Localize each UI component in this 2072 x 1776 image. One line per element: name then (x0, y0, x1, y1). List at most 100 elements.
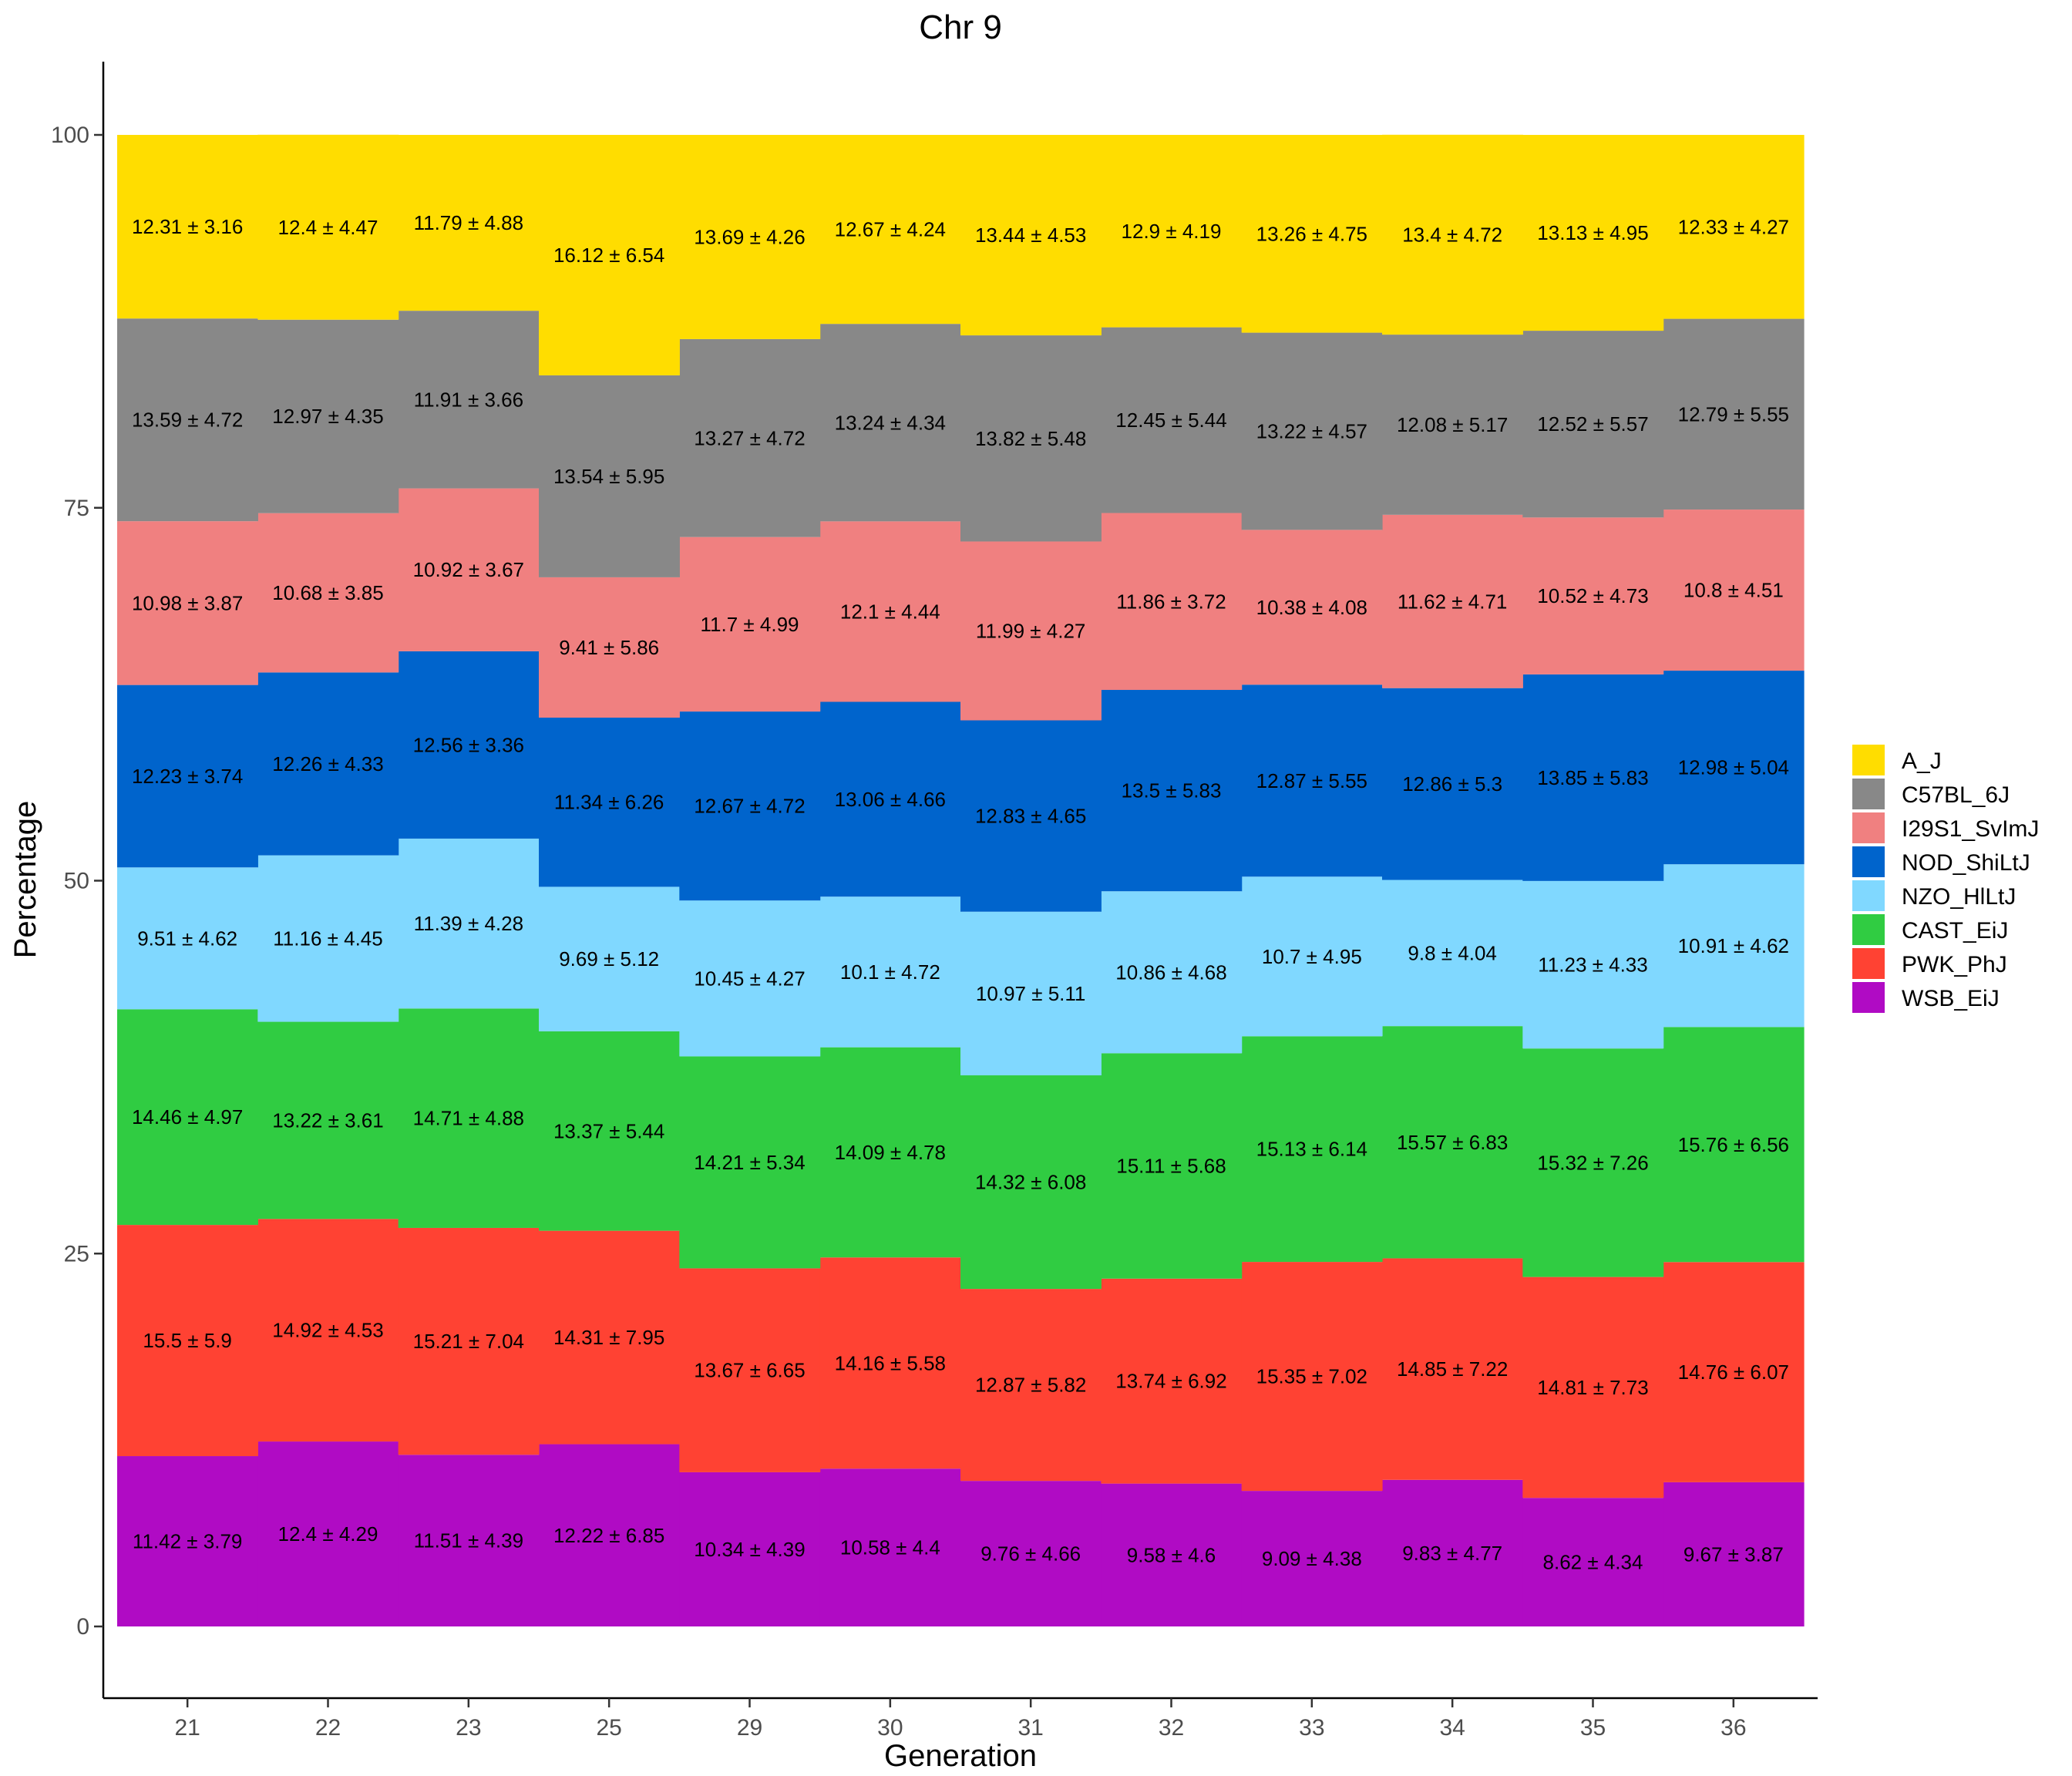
data-label: 15.11 ± 5.68 (1116, 1155, 1226, 1178)
band-a-j-35 (1522, 135, 1664, 331)
x-tick-label: 29 (737, 1715, 762, 1741)
band-nzo-hlltj-29 (679, 900, 821, 1057)
band-nzo-hlltj-31 (960, 911, 1102, 1076)
legend-swatch (1852, 880, 1885, 911)
data-label: 9.51 ± 4.62 (137, 927, 237, 950)
band-cast-eij-30 (819, 1047, 961, 1258)
band-nod-shiltj-21 (117, 684, 258, 868)
data-label: 12.56 ± 3.36 (413, 733, 524, 756)
data-label: 12.08 ± 5.17 (1397, 413, 1508, 436)
data-label: 10.98 ± 3.87 (132, 591, 243, 614)
band-nzo-hlltj-23 (398, 838, 540, 1009)
y-tick-label: 0 (76, 1614, 89, 1640)
data-label: 9.76 ± 4.66 (980, 1542, 1081, 1566)
data-label: 9.09 ± 4.38 (1262, 1547, 1362, 1570)
data-label: 10.1 ± 4.72 (840, 960, 940, 984)
data-label: 15.76 ± 6.56 (1678, 1133, 1789, 1156)
legend-label: I29S1_SvImJ (1902, 816, 2039, 842)
band-pwk-phj-25 (539, 1230, 680, 1445)
band-c57bl-6j-23 (398, 311, 540, 489)
data-label: 15.35 ± 7.02 (1256, 1365, 1367, 1388)
data-label: 13.67 ± 6.65 (694, 1359, 805, 1382)
band-wsb-eij-33 (1241, 1491, 1383, 1626)
band-a-j-29 (679, 135, 821, 339)
data-label: 14.32 ± 6.08 (975, 1171, 1086, 1194)
data-label: 9.41 ± 5.86 (559, 636, 659, 659)
band-a-j-21 (117, 135, 258, 319)
x-tick-label: 34 (1439, 1715, 1465, 1741)
band-wsb-eij-36 (1663, 1482, 1805, 1626)
data-label: 11.34 ± 6.26 (554, 791, 664, 814)
data-label: 13.82 ± 5.48 (975, 427, 1086, 450)
band-c57bl-6j-29 (679, 338, 821, 537)
band-cast-eij-23 (398, 1008, 540, 1228)
band-cast-eij-32 (1101, 1053, 1243, 1279)
data-label: 10.86 ± 4.68 (1115, 960, 1226, 984)
legend-label: NZO_HlLtJ (1902, 884, 2016, 910)
data-label: 11.86 ± 3.72 (1116, 590, 1226, 613)
band-i29s1-svimj-23 (398, 488, 540, 651)
band-nod-shiltj-36 (1663, 671, 1805, 865)
band-nod-shiltj-29 (679, 711, 821, 901)
band-pwk-phj-31 (960, 1289, 1102, 1482)
x-tick-label: 31 (1018, 1715, 1043, 1741)
data-label: 12.23 ± 3.74 (132, 765, 243, 788)
legend-swatch (1852, 779, 1885, 809)
data-label: 13.37 ± 5.44 (553, 1119, 664, 1142)
data-label: 13.22 ± 4.57 (1256, 419, 1367, 442)
legend-swatch (1852, 846, 1885, 877)
x-tick-label: 30 (877, 1715, 903, 1741)
x-axis-title: Generation (884, 1739, 1037, 1773)
legend-label: CAST_EiJ (1902, 918, 2008, 944)
band-a-j-32 (1101, 135, 1243, 328)
band-wsb-eij-35 (1522, 1498, 1664, 1626)
y-tick-label: 50 (64, 869, 89, 894)
band-pwk-phj-32 (1101, 1278, 1243, 1484)
data-label: 15.13 ± 6.14 (1256, 1138, 1367, 1161)
x-tick-label: 33 (1299, 1715, 1324, 1741)
band-c57bl-6j-32 (1101, 327, 1243, 513)
data-label: 10.38 ± 4.08 (1256, 596, 1367, 619)
band-cast-eij-33 (1241, 1036, 1383, 1263)
data-label: 14.16 ± 5.58 (835, 1351, 946, 1374)
data-label: 14.09 ± 4.78 (835, 1141, 946, 1164)
band-nzo-hlltj-35 (1522, 880, 1664, 1049)
band-c57bl-6j-21 (117, 318, 258, 522)
data-label: 12.87 ± 5.82 (975, 1374, 1086, 1397)
band-nzo-hlltj-33 (1241, 876, 1383, 1037)
data-label: 13.69 ± 4.26 (694, 225, 805, 248)
data-label: 12.4 ± 4.47 (278, 216, 378, 239)
band-nod-shiltj-31 (960, 720, 1102, 912)
x-tick-label: 21 (174, 1715, 200, 1741)
band-nzo-hlltj-25 (539, 886, 680, 1031)
data-label: 13.4 ± 4.72 (1402, 223, 1502, 246)
data-label: 14.85 ± 7.22 (1397, 1357, 1508, 1381)
data-label: 10.7 ± 4.95 (1262, 945, 1362, 968)
legend-label: NOD_ShiLtJ (1902, 850, 2030, 876)
data-label: 14.71 ± 4.88 (413, 1107, 524, 1130)
data-label: 12.79 ± 5.55 (1678, 402, 1789, 426)
band-c57bl-6j-30 (819, 324, 961, 522)
data-label: 10.97 ± 5.11 (976, 982, 1085, 1005)
band-wsb-eij-29 (679, 1472, 821, 1626)
x-tick-label: 25 (596, 1715, 621, 1741)
data-label: 11.39 ± 4.28 (414, 912, 523, 935)
band-wsb-eij-21 (117, 1456, 258, 1626)
ticks: 0 25 50 75 100 21 22 23 25 29 30 31 32 33 34 35 36 (51, 123, 1747, 1741)
data-label: 12.9 ± 4.19 (1122, 220, 1222, 243)
band-a-j-33 (1241, 135, 1383, 333)
y-tick-label: 25 (64, 1241, 89, 1266)
data-label: 13.85 ± 5.83 (1537, 766, 1648, 789)
data-label: 12.87 ± 5.55 (1256, 769, 1367, 792)
band-nod-shiltj-30 (819, 701, 961, 897)
band-i29s1-svimj-29 (679, 536, 821, 712)
data-label: 11.79 ± 4.88 (414, 211, 523, 234)
band-nod-shiltj-35 (1522, 674, 1664, 881)
band-c57bl-6j-35 (1522, 331, 1664, 518)
band-cast-eij-22 (257, 1021, 399, 1219)
data-label: 15.32 ± 7.26 (1537, 1151, 1648, 1174)
data-label: 13.06 ± 4.66 (835, 788, 946, 811)
legend-label: C57BL_6J (1902, 782, 2010, 808)
band-i29s1-svimj-32 (1101, 513, 1243, 691)
